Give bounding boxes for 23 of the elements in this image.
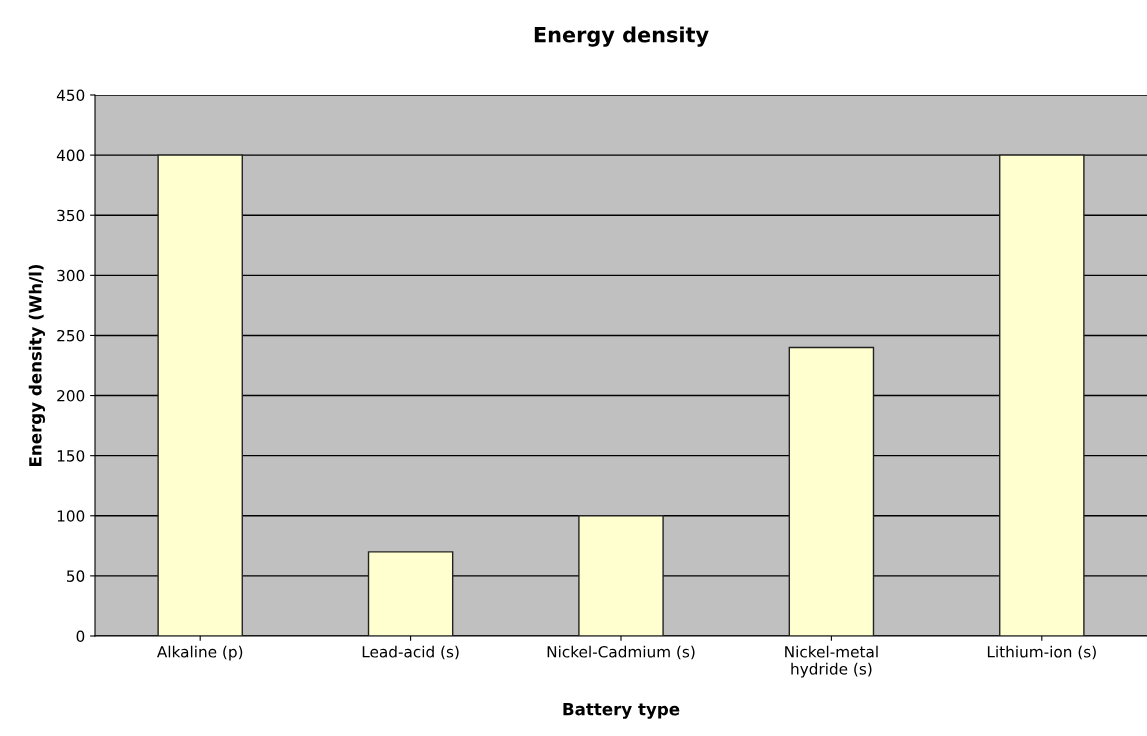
y-tick-label: 250: [57, 329, 85, 342]
y-tick-label: 400: [56, 149, 85, 162]
y-tick-label: 350: [57, 209, 85, 222]
bar: [788, 346, 875, 636]
x-tick-label: Lithium-ion (s): [987, 645, 1096, 660]
x-axis-title: Battery type: [563, 703, 680, 719]
bar: [367, 551, 454, 636]
chart-title: Energy density: [534, 26, 709, 47]
bar: [157, 154, 243, 636]
bar: [999, 154, 1085, 636]
x-tick-label: Nickel-metal hydride (s): [785, 645, 878, 678]
y-tick-label: 100: [57, 510, 85, 522]
y-tick-label: 300: [57, 269, 85, 282]
y-tick-label: 50: [67, 570, 85, 582]
y-axis-title: Energy density (Wh/l): [28, 264, 46, 466]
x-tick-label: Alkaline (p): [156, 645, 243, 661]
bar: [578, 515, 664, 636]
x-tick-label: Nickel-Cadmium (s): [547, 645, 695, 660]
y-tick-label: 200: [57, 390, 85, 402]
y-tick-label: 0: [76, 630, 85, 643]
y-tick-label: 450: [56, 89, 85, 102]
y-tick-label: 150: [57, 450, 85, 462]
x-tick-label: Lead-acid (s): [362, 645, 459, 660]
